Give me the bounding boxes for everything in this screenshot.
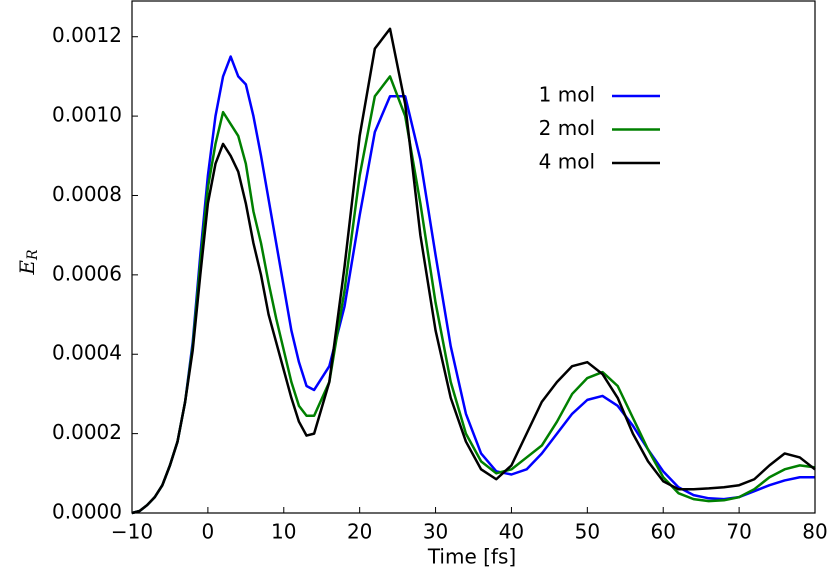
y-tick-label: 0.0002: [52, 420, 122, 444]
x-tick-label: 20: [347, 520, 372, 544]
y-axis-label-base: E: [15, 260, 39, 276]
x-axis-label: Time [fs]: [427, 545, 516, 569]
y-tick-label: 0.0012: [52, 23, 122, 47]
legend-label: 2 mol: [539, 116, 595, 140]
legend-label: 1 mol: [539, 83, 595, 107]
y-tick-label: 0.0004: [52, 341, 122, 365]
y-axis-label: ER: [15, 249, 42, 276]
y-tick-label: 0.0010: [52, 103, 122, 127]
y-tick-label: 0.0006: [52, 261, 122, 285]
x-tick-label: 0: [202, 520, 215, 544]
x-tick-label: 80: [802, 520, 827, 544]
x-tick-label: −10: [111, 520, 153, 544]
x-tick-label: 50: [575, 520, 600, 544]
series-line: [131, 27, 816, 515]
y-tick-label: 0.0008: [52, 182, 122, 206]
x-tick-label: 30: [423, 520, 448, 544]
y-axis-label-sub: R: [25, 249, 41, 261]
series-line: [131, 75, 816, 515]
y-tick-label: 0.0000: [52, 500, 122, 524]
plot-frame: [131, 0, 816, 514]
series-line: [131, 55, 815, 515]
x-tick-label: 10: [271, 520, 296, 544]
legend-label: 4 mol: [539, 150, 595, 174]
x-tick-label: 40: [499, 520, 524, 544]
x-tick-label: 70: [726, 520, 751, 544]
x-tick-label: 60: [650, 520, 675, 544]
